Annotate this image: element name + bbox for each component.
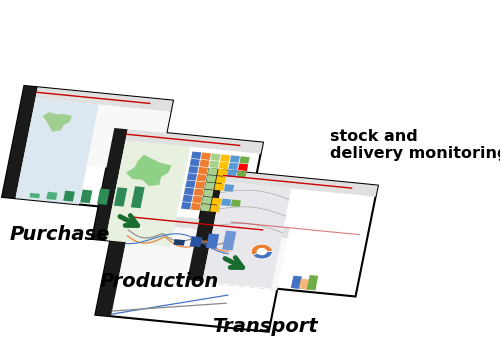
Polygon shape bbox=[194, 189, 204, 196]
Polygon shape bbox=[195, 181, 205, 189]
Polygon shape bbox=[299, 281, 309, 289]
Polygon shape bbox=[186, 180, 196, 188]
Polygon shape bbox=[30, 193, 40, 198]
Polygon shape bbox=[212, 198, 222, 205]
Polygon shape bbox=[126, 155, 172, 186]
Polygon shape bbox=[228, 162, 238, 170]
Polygon shape bbox=[200, 160, 209, 167]
Polygon shape bbox=[190, 236, 202, 247]
Polygon shape bbox=[130, 212, 290, 238]
Text: Transport: Transport bbox=[212, 317, 318, 336]
Polygon shape bbox=[190, 159, 200, 166]
Polygon shape bbox=[106, 140, 190, 247]
Polygon shape bbox=[16, 98, 99, 204]
Polygon shape bbox=[200, 204, 210, 211]
Polygon shape bbox=[80, 190, 92, 203]
Polygon shape bbox=[92, 128, 128, 240]
Polygon shape bbox=[196, 174, 206, 182]
Polygon shape bbox=[46, 192, 58, 200]
Polygon shape bbox=[92, 128, 263, 253]
Polygon shape bbox=[206, 175, 216, 183]
Polygon shape bbox=[174, 239, 185, 246]
Wedge shape bbox=[252, 244, 272, 255]
Text: Purchase: Purchase bbox=[10, 225, 110, 244]
Polygon shape bbox=[181, 202, 191, 210]
Polygon shape bbox=[236, 171, 246, 178]
Polygon shape bbox=[222, 170, 378, 197]
Polygon shape bbox=[187, 169, 224, 281]
Text: Production: Production bbox=[100, 272, 219, 291]
Polygon shape bbox=[201, 153, 211, 160]
Polygon shape bbox=[42, 112, 72, 132]
Polygon shape bbox=[222, 231, 236, 251]
Polygon shape bbox=[220, 154, 230, 162]
Wedge shape bbox=[252, 252, 272, 259]
Polygon shape bbox=[63, 191, 75, 202]
Polygon shape bbox=[230, 199, 241, 207]
Polygon shape bbox=[96, 211, 290, 332]
Polygon shape bbox=[216, 176, 226, 183]
Polygon shape bbox=[299, 279, 310, 289]
Wedge shape bbox=[256, 248, 267, 255]
Polygon shape bbox=[202, 182, 292, 288]
Polygon shape bbox=[187, 173, 197, 181]
Polygon shape bbox=[182, 195, 192, 202]
Polygon shape bbox=[184, 188, 194, 195]
Polygon shape bbox=[188, 166, 198, 174]
Polygon shape bbox=[36, 87, 173, 112]
Polygon shape bbox=[187, 169, 378, 296]
Polygon shape bbox=[97, 188, 110, 205]
Polygon shape bbox=[210, 205, 220, 212]
Polygon shape bbox=[210, 153, 220, 161]
Polygon shape bbox=[96, 211, 132, 316]
Polygon shape bbox=[307, 283, 316, 290]
Polygon shape bbox=[190, 203, 201, 210]
Polygon shape bbox=[224, 184, 234, 192]
Polygon shape bbox=[206, 233, 219, 249]
Polygon shape bbox=[240, 156, 250, 164]
Polygon shape bbox=[307, 275, 318, 290]
Polygon shape bbox=[202, 197, 212, 204]
Polygon shape bbox=[120, 223, 288, 290]
Polygon shape bbox=[291, 280, 301, 289]
Polygon shape bbox=[214, 183, 224, 191]
Polygon shape bbox=[192, 196, 202, 203]
Polygon shape bbox=[218, 162, 229, 169]
Polygon shape bbox=[87, 105, 170, 173]
Polygon shape bbox=[191, 152, 202, 159]
Text: stock and
delivery monitoring: stock and delivery monitoring bbox=[330, 129, 500, 161]
Polygon shape bbox=[2, 86, 173, 211]
Polygon shape bbox=[217, 169, 228, 176]
Polygon shape bbox=[131, 186, 144, 208]
Polygon shape bbox=[238, 163, 248, 171]
Polygon shape bbox=[198, 167, 208, 174]
Polygon shape bbox=[203, 189, 213, 197]
Polygon shape bbox=[114, 187, 128, 206]
Polygon shape bbox=[230, 155, 240, 163]
Polygon shape bbox=[227, 170, 237, 177]
Polygon shape bbox=[209, 161, 219, 168]
Polygon shape bbox=[208, 168, 218, 175]
Polygon shape bbox=[126, 129, 263, 154]
Polygon shape bbox=[204, 182, 215, 190]
Polygon shape bbox=[221, 198, 232, 206]
Polygon shape bbox=[291, 276, 302, 289]
Polygon shape bbox=[2, 86, 38, 198]
